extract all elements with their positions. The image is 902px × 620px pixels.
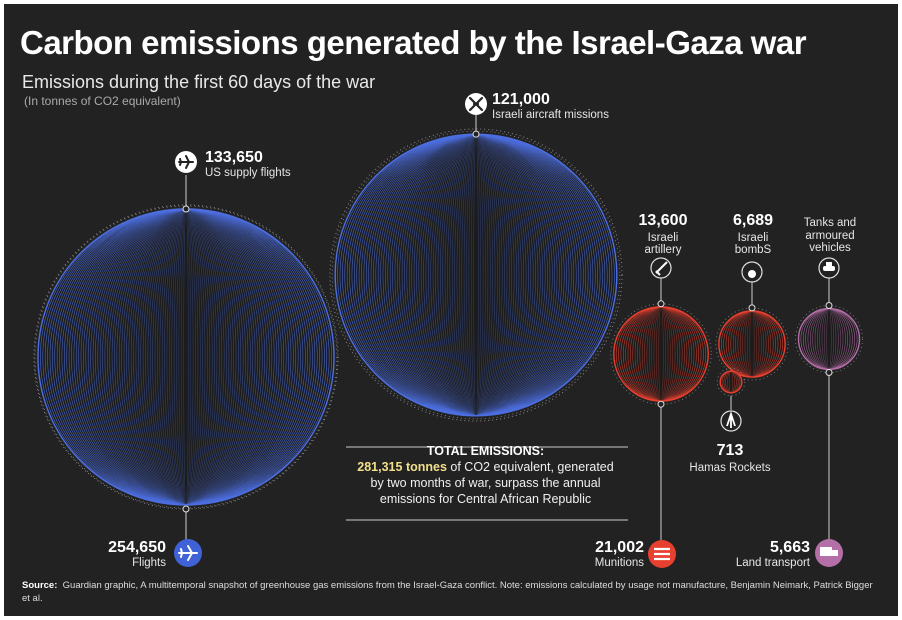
bubble-bg-israeli-artillery xyxy=(613,306,709,402)
label-tanks: Tanks and armoured vehicles xyxy=(790,217,870,255)
tank-icon-glyph-turret xyxy=(826,262,832,266)
leader-dot-us-supply-flights xyxy=(182,205,190,213)
bubble-bg-hamas-rockets xyxy=(720,371,742,393)
total-line2: by two months of war, surpass the annual xyxy=(370,476,601,490)
leader-dot-israeli-aircraft-missions xyxy=(472,130,480,138)
leader-dot-israeli-artillery xyxy=(657,300,665,308)
unit-note: (In tonnes of CO2 equivalent) xyxy=(24,94,181,108)
name-munitions-total: Munitions xyxy=(594,557,644,570)
tank-icon-glyph-body xyxy=(823,266,835,271)
name-israeli-bombs-line1: Israeli xyxy=(737,231,769,244)
label-land-transport-total: 5,663 Land transport xyxy=(720,539,810,571)
bomb-icon-glyph xyxy=(748,270,756,278)
name-israeli-bombs-line2: bombS xyxy=(734,244,772,257)
artillery-icon-glyph xyxy=(655,261,668,276)
flights-group-outline-right xyxy=(329,128,623,422)
total-heading: TOTAL EMISSIONS: xyxy=(426,444,545,458)
value-israeli-artillery: 13,600 xyxy=(638,212,688,229)
total-line1-rest: of CO2 equivalent, generated xyxy=(446,460,614,474)
label-flights-total: 254,650 Flights xyxy=(90,539,166,571)
name-tanks-line2: armoured xyxy=(805,229,855,242)
source-text: Guardian graphic, A multitemporal snapsh… xyxy=(22,580,873,604)
label-us-supply-flights: 133,650 US supply flights xyxy=(205,149,291,181)
leader-dot-flights-total xyxy=(182,505,190,513)
plane-icon-flights-total-glyph xyxy=(178,545,198,561)
value-land-transport-total: 5,663 xyxy=(769,539,810,556)
bubble-bg-tanks-armoured-vehicles xyxy=(798,308,860,370)
name-us-supply-flights: US supply flights xyxy=(205,167,291,180)
name-tanks-line1: Tanks and xyxy=(803,217,857,229)
label-israeli-bombs: 6,689 Israeli bombS xyxy=(718,212,788,257)
munitions-icon-glyph xyxy=(654,547,670,561)
bubble-outline-us-supply-flights xyxy=(34,205,338,509)
value-flights-total: 254,650 xyxy=(108,539,166,556)
source-label: Source: xyxy=(22,580,58,591)
value-israeli-bombs: 6,689 xyxy=(732,212,774,229)
label-israeli-artillery: 13,600 Israeli artillery xyxy=(628,212,698,257)
bubble-outline-israeli-aircraft-missions xyxy=(331,130,621,420)
value-hamas-rockets: 713 xyxy=(716,442,744,459)
rocket-icon-glyph xyxy=(726,411,736,428)
label-israeli-aircraft-missions: 121,000 Israeli aircraft missions xyxy=(492,91,609,123)
name-israeli-aircraft-missions: Israeli aircraft missions xyxy=(492,109,609,122)
source-note: Source: Guardian graphic, A multitempora… xyxy=(22,580,878,606)
truck-icon-glyph-cab xyxy=(832,550,838,556)
leader-dot-munitions-bottom xyxy=(657,400,665,408)
leader-dot-tanks xyxy=(825,302,833,310)
label-hamas-rockets: 713 Hamas Rockets xyxy=(680,442,780,474)
total-line3: emissions for Central African Republic xyxy=(379,492,592,506)
plane-icon-glyph xyxy=(178,155,194,169)
value-munitions-total: 21,002 xyxy=(595,539,644,556)
name-flights-total: Flights xyxy=(132,557,166,570)
value-us-supply-flights: 133,650 xyxy=(205,149,263,166)
name-israeli-artillery-line2: artillery xyxy=(644,244,682,257)
satellite-icon-glyph xyxy=(468,96,484,112)
leader-dot-land-transport-bottom xyxy=(825,368,833,376)
chart-subtitle: Emissions during the first 60 days of th… xyxy=(22,72,376,92)
leader-dot-israeli-bombs xyxy=(748,304,756,312)
flights-group-outline-left xyxy=(33,204,339,510)
bubble-bg-us-supply-flights xyxy=(38,209,334,505)
bubble-outline-israeli-bombs xyxy=(715,307,789,381)
label-munitions-total: 21,002 Munitions xyxy=(566,539,644,571)
value-israeli-aircraft-missions: 121,000 xyxy=(492,91,550,108)
truck-icon-glyph-body xyxy=(820,547,832,556)
bubble-hamas-rockets xyxy=(719,370,743,394)
name-land-transport-total: Land transport xyxy=(735,557,810,570)
total-line1: 281,315 tonnes of CO2 equivalent, genera… xyxy=(343,459,628,475)
name-tanks-line3: vehicles xyxy=(809,242,851,255)
name-israeli-artillery-line1: Israeli xyxy=(647,231,679,244)
total-emissions-box: TOTAL EMISSIONS: 281,315 tonnes of CO2 e… xyxy=(343,443,628,507)
bubble-outline-hamas-rockets xyxy=(716,367,746,397)
name-hamas-rockets: Hamas Rockets xyxy=(689,461,771,474)
total-highlight: 281,315 tonnes xyxy=(357,460,447,474)
chart-title: Carbon emissions generated by the Israel… xyxy=(20,24,807,61)
